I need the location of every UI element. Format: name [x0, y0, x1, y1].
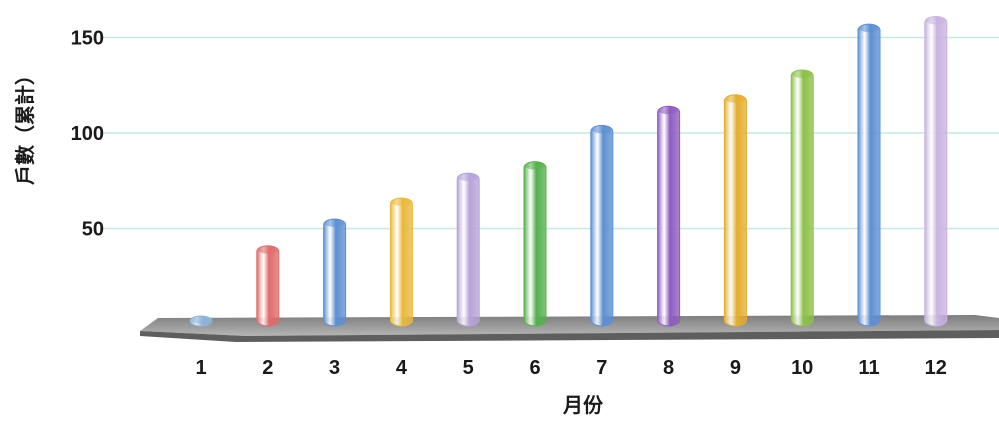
bar-cap: [257, 245, 278, 254]
bar-cap: [591, 125, 612, 134]
bar-8: [657, 105, 681, 327]
bar-cap: [925, 16, 946, 25]
bar-11: [857, 23, 881, 327]
chart-floor: [140, 315, 999, 342]
floor-edge: [140, 330, 999, 342]
x-tick-label: 3: [329, 357, 340, 379]
bar-4: [389, 197, 413, 327]
bar-cap: [525, 161, 545, 170]
bar-body: [723, 94, 747, 327]
bar-7: [590, 124, 614, 327]
bar-6: [523, 161, 547, 327]
bar-3: [323, 218, 347, 327]
bars: [189, 15, 948, 327]
x-tick-label: 12: [925, 357, 947, 379]
bar-body: [857, 23, 881, 327]
x-tick-label: 6: [529, 357, 540, 379]
floor-top: [140, 315, 999, 336]
bar-body: [790, 69, 814, 327]
bar-body: [657, 105, 681, 327]
x-tick-label: 11: [858, 357, 879, 379]
y-axis-title: 戶數（累計）: [13, 65, 37, 185]
bar-1: [189, 315, 213, 327]
x-tick-label: 5: [463, 357, 474, 379]
x-tick-label: 8: [663, 357, 674, 379]
x-tick-label: 7: [596, 357, 607, 379]
bar-10: [790, 69, 814, 327]
bar-cap: [792, 69, 813, 78]
bar-cap: [725, 94, 746, 103]
bar-body: [523, 161, 547, 327]
y-axis-ticks: 50 100 150: [71, 28, 104, 241]
bar-body: [256, 245, 280, 327]
y-tick-label: 100: [71, 123, 104, 145]
x-tick-label: 2: [262, 357, 273, 379]
y-tick-label: 150: [71, 28, 104, 50]
x-tick-label: 1: [195, 357, 206, 379]
bar-cap: [391, 197, 412, 206]
bar-cap: [191, 316, 211, 324]
x-tick-label: 9: [730, 357, 741, 379]
bar-9: [723, 94, 747, 327]
bar-cap: [658, 106, 679, 115]
x-axis-title: 月份: [562, 393, 604, 417]
y-tick-label: 50: [82, 219, 104, 241]
x-tick-label: 4: [396, 357, 408, 379]
bar-cap: [458, 173, 479, 182]
bar-cap: [324, 218, 345, 227]
bar-body: [389, 197, 413, 327]
bar-2: [256, 245, 280, 327]
x-axis-ticks: 1 2 3 4 5 6 7 8 9 10 11 12: [195, 357, 946, 379]
bar-cap: [859, 24, 879, 33]
bar-5: [456, 172, 480, 327]
bar-body: [590, 124, 614, 327]
x-tick-label: 10: [791, 357, 813, 379]
bar-body: [456, 172, 480, 327]
bar-body: [924, 15, 948, 327]
grid-lines: [100, 36, 999, 230]
bar-body: [323, 218, 347, 327]
bar-12: [924, 15, 948, 327]
